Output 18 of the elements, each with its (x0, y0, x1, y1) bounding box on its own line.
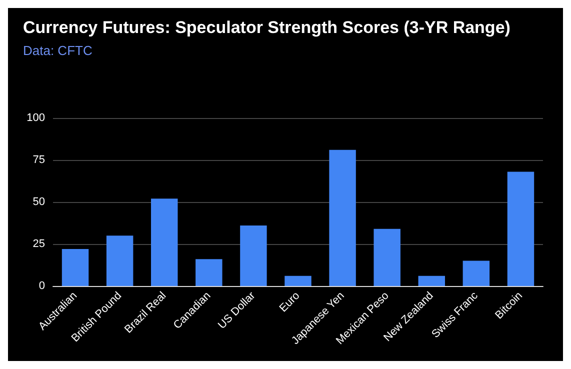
chart-title: Currency Futures: Speculator Strength Scores (3-YR Range) (23, 18, 510, 37)
bar (240, 226, 267, 286)
bar (374, 228, 400, 286)
y-tick-label: 0 (38, 280, 45, 292)
y-tick-label: 50 (32, 196, 45, 208)
y-tick-label: 75 (32, 154, 45, 166)
y-tick-label: 100 (26, 112, 45, 124)
bar (196, 259, 222, 286)
bar (284, 276, 312, 286)
bar (329, 150, 356, 286)
bar (507, 172, 534, 286)
bar (418, 276, 445, 286)
bar (106, 236, 134, 286)
bar (462, 260, 490, 286)
bar (62, 249, 89, 286)
y-tick-label: 25 (32, 238, 45, 250)
chart-subtitle: Data: CFTC (23, 43, 92, 58)
bar (151, 198, 178, 286)
